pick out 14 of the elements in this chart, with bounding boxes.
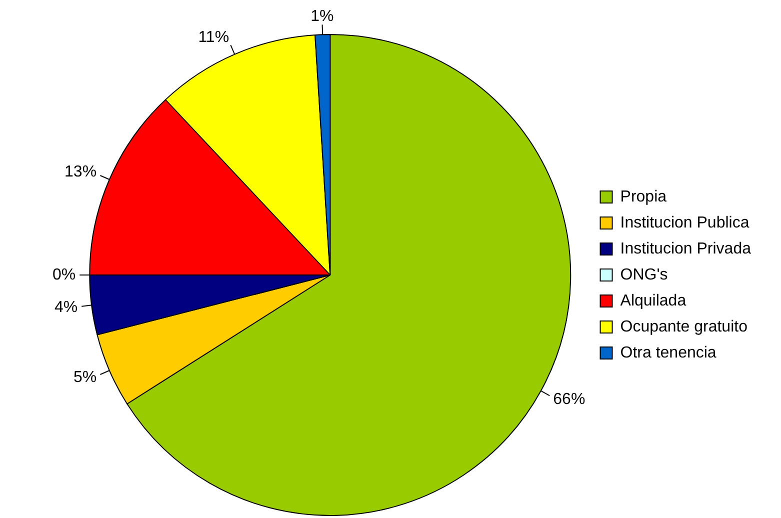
legend-label: Otra tenencia: [620, 344, 716, 362]
data-label: 13%: [64, 164, 97, 181]
text: 0%: [52, 266, 76, 284]
legend-label: ONG's: [620, 266, 668, 284]
legend-label: Ocupante gratuito: [620, 318, 748, 336]
data-label: 11%: [198, 29, 230, 46]
legend-label: Alquilada: [620, 292, 686, 310]
legend-label: Institucion Privada: [620, 240, 752, 258]
data-label: 1%: [310, 8, 334, 26]
data-label: 4%: [54, 298, 78, 316]
data-label: 5%: [73, 369, 97, 386]
legend-label: Propia: [620, 188, 667, 206]
legend-label: Institucion Publica: [620, 214, 750, 232]
data-label: 66%: [553, 390, 586, 408]
